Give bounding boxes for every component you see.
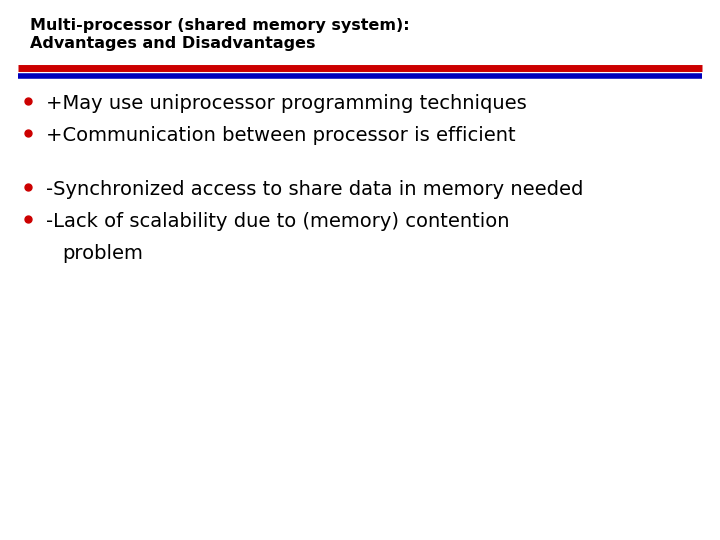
Text: +May use uniprocessor programming techniques: +May use uniprocessor programming techni… [46,94,527,113]
Text: -Lack of scalability due to (memory) contention: -Lack of scalability due to (memory) con… [46,212,510,231]
Text: -Synchronized access to share data in memory needed: -Synchronized access to share data in me… [46,180,583,199]
Text: Advantages and Disadvantages: Advantages and Disadvantages [30,36,315,51]
Text: +Communication between processor is efficient: +Communication between processor is effi… [46,126,516,145]
Text: problem: problem [62,244,143,263]
Text: Multi-processor (shared memory system):: Multi-processor (shared memory system): [30,18,410,33]
